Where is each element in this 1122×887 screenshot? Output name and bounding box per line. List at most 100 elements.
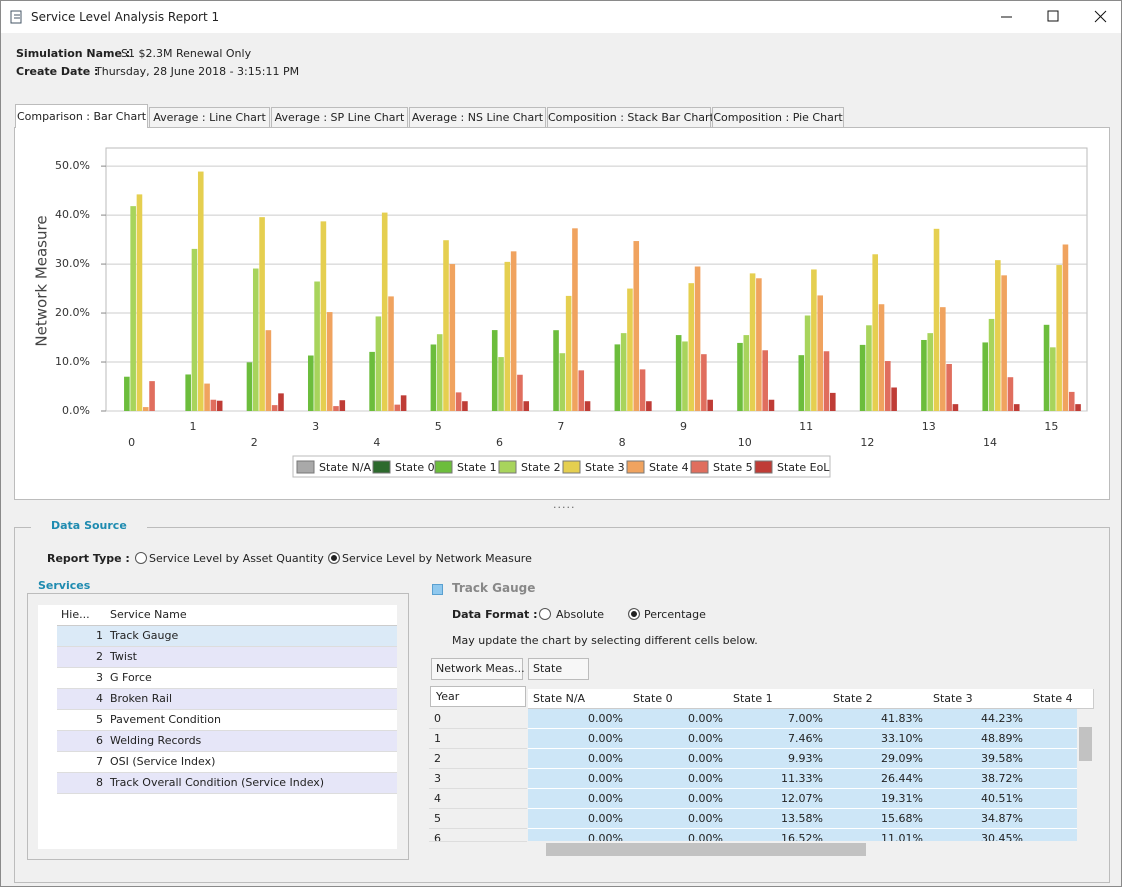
bar — [982, 342, 989, 411]
service-name[interactable]: Broken Rail — [106, 689, 397, 710]
row-number[interactable]: 6 — [57, 731, 107, 752]
grid-cell[interactable] — [1028, 729, 1077, 749]
column-header[interactable]: Service Name — [106, 605, 397, 626]
grid-cell[interactable]: 0.00% — [528, 789, 629, 809]
window-controls[interactable] — [991, 1, 1121, 33]
row-number[interactable]: 7 — [57, 752, 107, 773]
grid-cell[interactable]: 11.33% — [728, 769, 829, 789]
grid-cell[interactable]: 26.44% — [828, 769, 929, 789]
grid-cell[interactable]: 13.58% — [728, 809, 829, 829]
grid-cell[interactable] — [1028, 709, 1077, 729]
grid-cell[interactable]: 44.23% — [928, 709, 1029, 729]
grid-cell[interactable]: 48.89% — [928, 729, 1029, 749]
radio[interactable] — [628, 608, 640, 620]
column-header[interactable]: State N/A — [528, 689, 629, 709]
grid-cell[interactable] — [1028, 789, 1077, 809]
grid-cell[interactable]: 0.00% — [528, 709, 629, 729]
tab[interactable]: Average : Line Chart — [149, 107, 270, 128]
service-name[interactable]: Twist — [106, 647, 397, 668]
grid-cell[interactable]: 34.87% — [928, 809, 1029, 829]
tab[interactable]: Average : SP Line Chart — [271, 107, 408, 128]
grid-cell[interactable]: 33.10% — [828, 729, 929, 749]
bar — [388, 296, 394, 411]
grid-cell[interactable]: 38.72% — [928, 769, 1029, 789]
service-name[interactable]: G Force — [106, 668, 397, 689]
v-thumb[interactable] — [1079, 727, 1092, 761]
radio-label[interactable]: Service Level by Network Measure — [342, 552, 532, 565]
radio[interactable] — [328, 552, 340, 564]
row-year[interactable]: 6 — [429, 829, 527, 842]
tab[interactable]: Composition : Stack Bar Chart — [547, 107, 714, 128]
column-header[interactable]: State 0 — [628, 689, 729, 709]
radio[interactable] — [135, 552, 147, 564]
app-icon — [10, 10, 22, 24]
row-number[interactable]: 3 — [57, 668, 107, 689]
row-number[interactable]: 8 — [57, 773, 107, 794]
service-name[interactable]: Welding Records — [106, 731, 397, 752]
grid-cell[interactable]: 0.00% — [528, 809, 629, 829]
column-header[interactable]: State 2 — [828, 689, 929, 709]
grid-cell[interactable]: 0.00% — [528, 769, 629, 789]
service-name[interactable]: Track Gauge — [106, 626, 397, 647]
column-header[interactable]: State 4 — [1028, 689, 1094, 709]
column-header[interactable]: Year — [430, 686, 526, 707]
simulation-label: Simulation Name : — [16, 47, 131, 60]
row-year[interactable]: 4 — [429, 789, 527, 809]
radio[interactable] — [539, 608, 551, 620]
bar — [449, 264, 456, 411]
button[interactable]: State — [528, 658, 589, 680]
grid-cell[interactable]: 15.68% — [828, 809, 929, 829]
row-number[interactable]: 2 — [57, 647, 107, 668]
splitter[interactable]: ····· — [553, 501, 576, 514]
legend-swatch — [434, 460, 453, 474]
grid-cell[interactable]: 0.00% — [628, 709, 729, 729]
grid-cell[interactable]: 7.46% — [728, 729, 829, 749]
tab[interactable]: Comparison : Bar Chart — [15, 104, 148, 128]
grid-cell[interactable]: 0.00% — [628, 749, 729, 769]
bar — [872, 254, 879, 411]
grid-cell[interactable]: 9.93% — [728, 749, 829, 769]
column-header[interactable]: State 3 — [928, 689, 1029, 709]
grid-cell[interactable]: 0.00% — [628, 809, 729, 829]
column-header[interactable]: State 1 — [728, 689, 829, 709]
grid-cell[interactable]: 19.31% — [828, 789, 929, 809]
service-name[interactable]: OSI (Service Index) — [106, 752, 397, 773]
service-name[interactable]: Track Overall Condition (Service Index) — [106, 773, 397, 794]
tab[interactable]: Average : NS Line Chart — [409, 107, 546, 128]
service-name[interactable]: Pavement Condition — [106, 710, 397, 731]
grid-cell[interactable]: 0.00% — [628, 789, 729, 809]
row-number[interactable]: 1 — [57, 626, 107, 647]
row-year[interactable]: 3 — [429, 769, 527, 789]
row-year[interactable]: 2 — [429, 749, 527, 769]
row-number[interactable]: 5 — [57, 710, 107, 731]
grid-cell[interactable] — [1028, 809, 1077, 829]
button[interactable]: Network Meas... — [431, 658, 525, 680]
bar — [701, 354, 707, 411]
grid-cell[interactable]: 39.58% — [928, 749, 1029, 769]
grid-cell[interactable]: 29.09% — [828, 749, 929, 769]
grid-cell[interactable] — [1028, 769, 1077, 789]
radio-label[interactable]: Absolute — [556, 608, 605, 621]
column-header[interactable]: Hie... — [57, 605, 110, 626]
grid-cell[interactable]: 40.51% — [928, 789, 1029, 809]
row-year[interactable]: 1 — [429, 729, 527, 749]
grid-cell[interactable] — [1028, 749, 1077, 769]
grid-cell[interactable]: 12.07% — [728, 789, 829, 809]
tab[interactable]: Composition : Pie Chart — [712, 107, 844, 128]
row-year[interactable]: 0 — [429, 709, 527, 729]
radio-label[interactable]: Percentage — [644, 608, 706, 621]
bar — [798, 355, 805, 411]
services-title: Services — [34, 579, 95, 592]
row-year[interactable]: 5 — [429, 809, 527, 829]
h-thumb[interactable] — [546, 843, 866, 856]
bar — [639, 369, 646, 411]
grid-cell[interactable]: 7.00% — [728, 709, 829, 729]
grid-cell[interactable]: 0.00% — [528, 749, 629, 769]
grid-cell[interactable]: 0.00% — [628, 769, 729, 789]
grid-cell[interactable]: 0.00% — [528, 729, 629, 749]
bar — [933, 228, 940, 411]
grid-cell[interactable]: 0.00% — [628, 729, 729, 749]
radio-label[interactable]: Service Level by Asset Quantity — [149, 552, 324, 565]
row-number[interactable]: 4 — [57, 689, 107, 710]
grid-cell[interactable]: 41.83% — [828, 709, 929, 729]
